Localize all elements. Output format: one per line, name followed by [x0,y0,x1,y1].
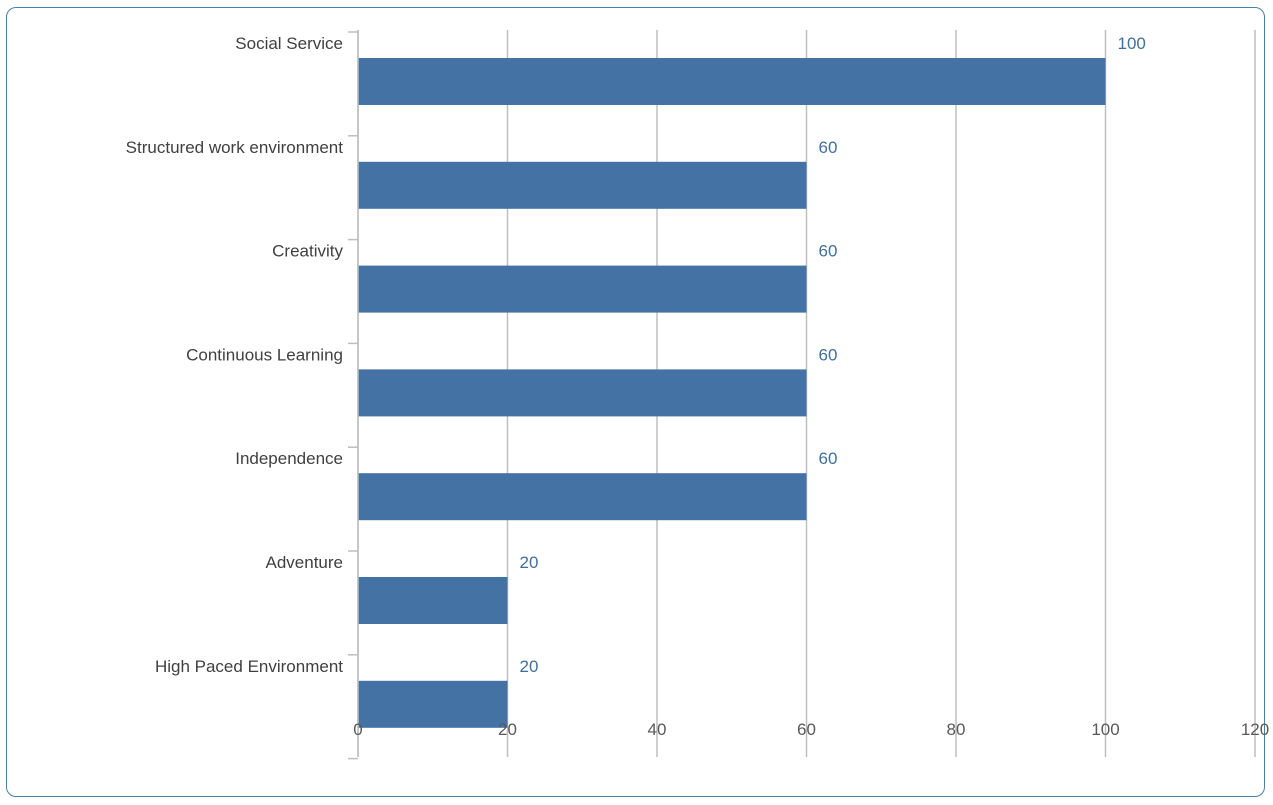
bar [358,161,807,209]
category-label: Continuous Learning [186,345,343,364]
data-label: 60 [819,449,838,468]
category-label: Adventure [266,553,344,572]
bar [358,58,1106,105]
value-axis-ticks: 0 20 40 60 80 100 120 [353,720,1269,739]
x-tick-label: 80 [947,720,966,739]
x-tick-label: 60 [797,720,816,739]
category-label: Independence [235,449,343,468]
data-label: 100 [1118,34,1146,53]
x-tick-label: 40 [648,720,667,739]
category-label: High Paced Environment [155,657,343,676]
x-tick-label: 100 [1091,720,1119,739]
x-tick-label: 120 [1241,720,1269,739]
bar [358,577,508,624]
bar [358,473,807,521]
data-label: 20 [520,657,539,676]
bar [358,265,807,313]
bar [358,369,807,417]
data-label: 60 [819,242,838,261]
data-labels: 100 60 60 60 60 20 20 [520,34,1146,676]
bars [358,58,1106,728]
category-label: Creativity [272,242,343,261]
category-axis: Social Service Structured work environmen… [126,30,359,760]
x-tick-label: 20 [498,720,517,739]
category-label: Social Service [235,34,343,53]
data-label: 60 [819,345,838,364]
data-label: 20 [520,553,539,572]
bar [358,680,508,728]
category-label: Structured work environment [126,138,344,157]
data-label: 60 [819,138,838,157]
x-tick-label: 0 [353,720,362,739]
